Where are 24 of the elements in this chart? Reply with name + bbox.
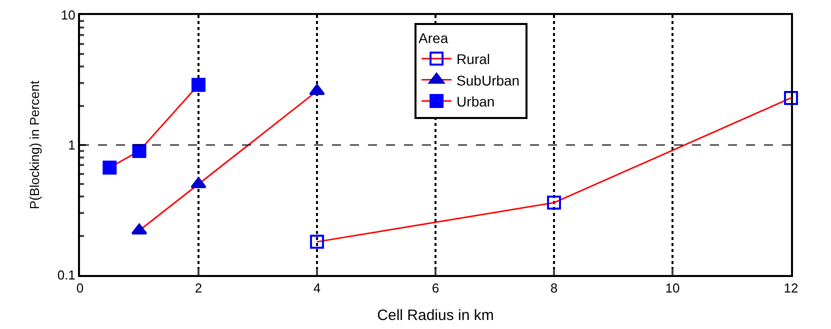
x-tick-label: 4 bbox=[313, 280, 321, 296]
point bbox=[784, 90, 798, 105]
legend-label: SubUrban bbox=[456, 72, 520, 88]
point bbox=[132, 144, 146, 158]
y-tick-label: 10 bbox=[60, 8, 76, 23]
point bbox=[190, 177, 206, 188]
x-tick-label: 2 bbox=[194, 280, 202, 296]
y-tick-label: 1 bbox=[68, 138, 76, 153]
point bbox=[102, 160, 117, 175]
legend-title: Area bbox=[418, 30, 448, 46]
x-tick-label: 6 bbox=[432, 280, 440, 296]
point bbox=[310, 234, 324, 249]
point bbox=[192, 78, 206, 92]
x-tick-label: 0 bbox=[76, 280, 84, 296]
point bbox=[309, 84, 325, 96]
y-tick-label: 0.1 bbox=[57, 268, 76, 283]
y-axis-title: P(Blocking) in Percent bbox=[26, 80, 42, 210]
legend-label: Urban bbox=[456, 93, 495, 110]
x-tick-label: 12 bbox=[784, 280, 798, 296]
x-axis-title: Cell Radius in km bbox=[377, 307, 494, 324]
legend-label: Rural bbox=[456, 51, 490, 68]
x-tick-label: 8 bbox=[550, 280, 558, 296]
x-tick-label: 10 bbox=[665, 280, 680, 296]
point bbox=[547, 196, 561, 210]
